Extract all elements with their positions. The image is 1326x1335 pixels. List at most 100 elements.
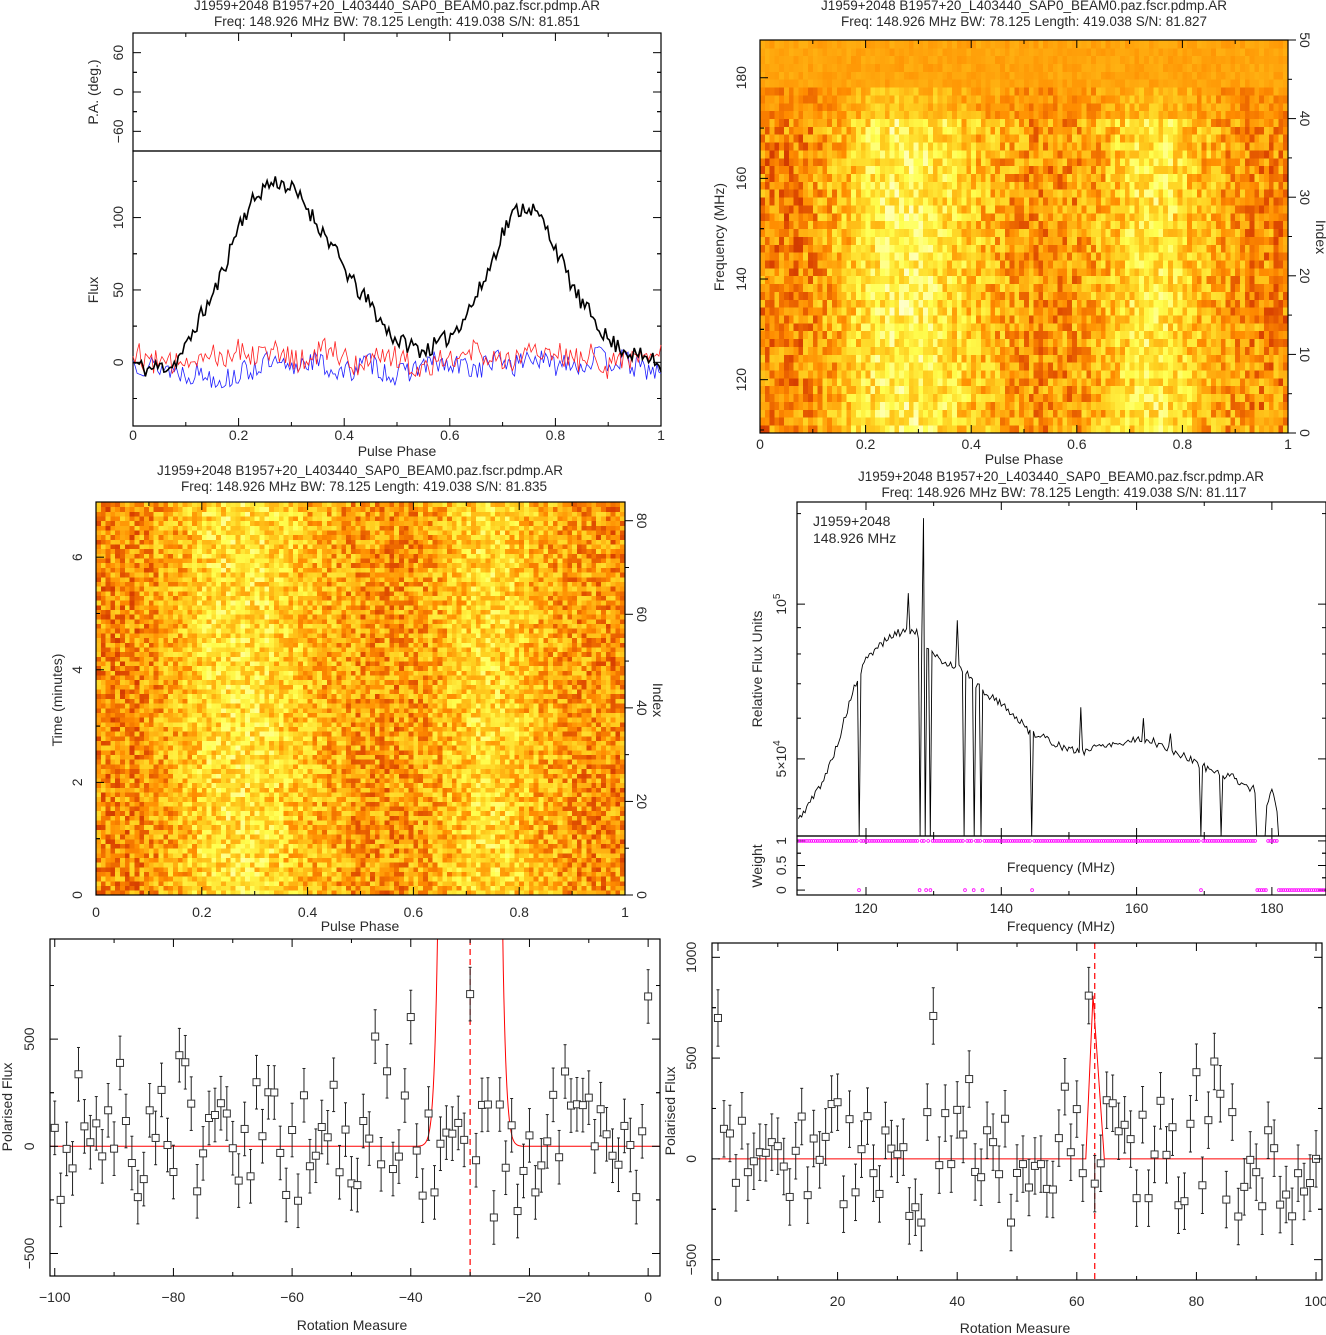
- heatmap-cell: [1201, 385, 1207, 395]
- heatmap-cell: [1091, 87, 1097, 96]
- heatmap-cell: [1028, 385, 1034, 395]
- heatmap-cell: [1187, 338, 1193, 347]
- heatmap-cell: [1163, 181, 1169, 190]
- heatmap-cell: [1120, 267, 1126, 277]
- heatmap-cell: [1134, 283, 1140, 292]
- heatmap-cell: [1120, 157, 1126, 167]
- heatmap-cell: [1072, 338, 1078, 347]
- heatmap-cell: [1182, 189, 1188, 198]
- heatmap-cell: [1244, 212, 1250, 222]
- heatmap-cell: [1148, 252, 1154, 261]
- heatmap-cell: [1052, 299, 1058, 308]
- heatmap-cell: [1211, 307, 1217, 316]
- heatmap-cell: [817, 189, 823, 198]
- heatmap-cell: [1120, 189, 1126, 198]
- heatmap-cell: [1120, 212, 1126, 222]
- heatmap-cell: [894, 401, 900, 410]
- heatmap-cell: [760, 260, 766, 269]
- heatmap-cell: [1115, 409, 1121, 418]
- heatmap-cell: [865, 95, 871, 104]
- heatmap-cell: [1004, 142, 1010, 151]
- heatmap-cell: [1076, 252, 1082, 261]
- heatmap-cell: [1172, 173, 1178, 182]
- heatmap-cell: [836, 252, 842, 261]
- spectrum-annotation-freq: 148.926 MHz: [813, 530, 896, 546]
- heatmap-cell: [827, 205, 833, 214]
- heatmap-cell: [942, 150, 948, 159]
- heatmap-cell: [1081, 95, 1087, 104]
- heatmap-cell: [1225, 291, 1231, 300]
- x-tick-label: 1: [657, 427, 665, 443]
- heatmap-cell: [928, 315, 934, 324]
- heatmap-cell: [1129, 165, 1135, 175]
- heatmap-cell: [904, 425, 910, 434]
- heatmap-cell: [760, 95, 766, 104]
- heatmap-cell: [827, 315, 833, 324]
- heatmap-cell: [870, 307, 876, 316]
- heatmap-cell: [870, 377, 876, 387]
- heatmap-cell: [952, 338, 958, 347]
- heatmap-cell: [793, 157, 799, 167]
- heatmap-cell: [1086, 417, 1092, 426]
- heatmap-cell: [1115, 212, 1121, 222]
- heatmap-cell: [952, 417, 958, 426]
- heatmap-cell: [1057, 220, 1063, 230]
- heatmap-cell: [923, 110, 929, 119]
- heatmap-cell: [976, 362, 982, 371]
- heatmap-cell: [1163, 220, 1169, 230]
- heatmap-cell: [1014, 181, 1020, 190]
- heatmap-cell: [995, 330, 1001, 340]
- heatmap-cell: [788, 244, 794, 253]
- heatmap-cell: [808, 212, 814, 222]
- heatmap-cell: [841, 267, 847, 277]
- heatmap-cell: [1268, 322, 1274, 332]
- heatmap-cell: [1076, 150, 1082, 159]
- heatmap-cell: [990, 425, 996, 434]
- heatmap-cell: [985, 307, 991, 316]
- heatmap-cell: [788, 385, 794, 395]
- heatmap-cell: [923, 267, 929, 277]
- heatmap-cell: [1211, 393, 1217, 402]
- heatmap-cell: [1268, 95, 1274, 104]
- heatmap-cell: [870, 157, 876, 167]
- heatmap-cell: [1153, 346, 1159, 355]
- heatmap-cell: [889, 425, 895, 434]
- heatmap-cell: [923, 197, 929, 206]
- heatmap-cell: [1268, 110, 1274, 119]
- heatmap-cell: [894, 134, 900, 143]
- heatmap-cell: [1052, 197, 1058, 206]
- heatmap-cell: [1172, 346, 1178, 355]
- heatmap-cell: [1201, 370, 1207, 379]
- heatmap-cell: [1244, 205, 1250, 214]
- heatmap-cell: [918, 267, 924, 277]
- heatmap-cell: [827, 126, 833, 135]
- heatmap-cell: [1081, 165, 1087, 175]
- heatmap-cell: [913, 102, 919, 112]
- heatmap-cell: [947, 110, 953, 119]
- heatmap-cell: [952, 236, 958, 245]
- heatmap-cell: [884, 252, 890, 261]
- heatmap-cell: [1182, 102, 1188, 112]
- heatmap-cell: [976, 102, 982, 112]
- heatmap-cell: [956, 377, 962, 387]
- heatmap-cell: [1225, 142, 1231, 151]
- heatmap-cell: [1144, 283, 1150, 292]
- heatmap-cell: [1225, 299, 1231, 308]
- heatmap-cell: [779, 150, 785, 159]
- heatmap-cell: [817, 377, 823, 387]
- heatmap-cell: [1076, 425, 1082, 434]
- heatmap-cell: [1129, 417, 1135, 426]
- heatmap-cell: [976, 197, 982, 206]
- heatmap-cell: [952, 385, 958, 395]
- heatmap-cell: [1115, 283, 1121, 292]
- heatmap-cell: [1249, 377, 1255, 387]
- heatmap-cell: [1158, 417, 1164, 426]
- heatmap-cell: [1196, 299, 1202, 308]
- heatmap-cell: [779, 220, 785, 230]
- heatmap-cell: [856, 228, 862, 237]
- heatmap-cell: [1259, 346, 1265, 355]
- heatmap-cell: [860, 102, 866, 112]
- heatmap-cell: [1144, 338, 1150, 347]
- heatmap-cell: [1076, 322, 1082, 332]
- heatmap-cell: [1086, 377, 1092, 387]
